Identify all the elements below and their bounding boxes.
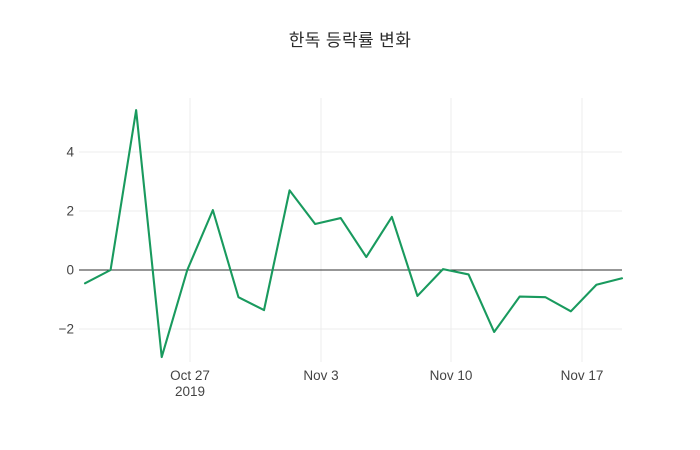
y-axis-tick-labels: −2 0 2 4 — [26, 0, 74, 450]
y-tick-label: 4 — [66, 144, 74, 160]
y-tick-label: 0 — [66, 262, 74, 278]
x-tick-label: Nov 17 — [560, 368, 604, 383]
vertical-gridlines — [189, 98, 583, 362]
chart-title: 한독 등락률 변화 — [288, 31, 412, 50]
y-tick-label: −2 — [58, 321, 74, 337]
x-tick-label: Oct 27 2019 — [170, 368, 210, 399]
data-series-line — [83, 109, 624, 359]
y-tick-label: 2 — [66, 203, 74, 219]
x-tick-label: Nov 10 — [429, 368, 473, 383]
x-tick-sublabel: 2019 — [174, 384, 206, 399]
x-tick-label: Nov 3 — [303, 368, 339, 383]
